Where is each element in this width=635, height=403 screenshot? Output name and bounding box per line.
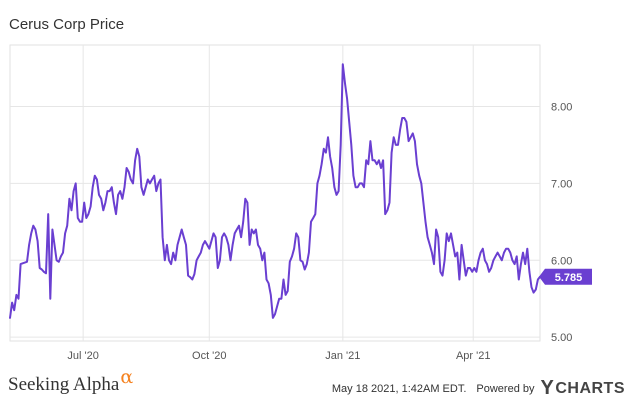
- y-tick-label: 5.00: [551, 332, 572, 344]
- x-tick-label: Jul '20: [67, 350, 98, 362]
- plot-area: [9, 44, 541, 342]
- chart-title: Cerus Corp Price: [9, 16, 125, 33]
- alpha-icon: α: [120, 366, 134, 388]
- last-value-label: 5.785: [555, 272, 583, 284]
- x-tick-label: Jan '21: [325, 350, 360, 362]
- price-line: [9, 63, 541, 319]
- powered-by: Powered by: [476, 382, 535, 395]
- y-tick-label: 8.00: [551, 102, 572, 114]
- ycharts-y-icon: Y: [540, 377, 555, 399]
- seeking-alpha-logo[interactable]: Seeking Alpha α: [8, 366, 134, 398]
- timestamp: May 18 2021, 1:42AM EDT.: [331, 382, 467, 395]
- brand-text: Seeking Alpha: [8, 374, 120, 395]
- footer-attribution: May 18 2021, 1:42AM EDT. Powered by Y CH…: [332, 377, 625, 400]
- ycharts-logo[interactable]: Y CHARTS: [540, 377, 625, 400]
- y-tick-label: 7.00: [551, 178, 572, 190]
- x-tick-label: Oct '20: [192, 350, 227, 362]
- last-value-bg: [539, 268, 592, 285]
- x-tick-label: Apr '21: [456, 350, 491, 362]
- ycharts-wordmark: CHARTS: [555, 379, 625, 397]
- last-value-tag: 5.785: [539, 268, 592, 285]
- y-tick-label: 6.00: [551, 255, 572, 267]
